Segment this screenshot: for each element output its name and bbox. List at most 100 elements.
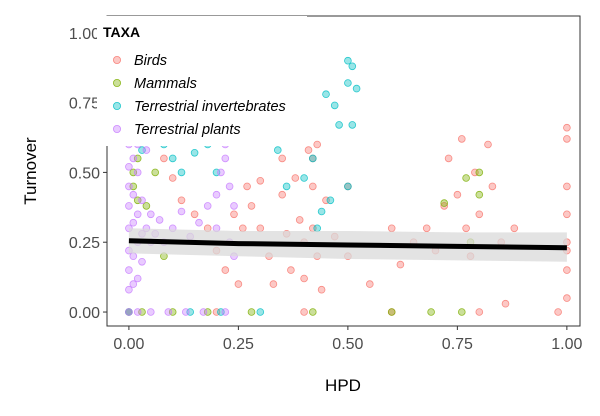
data-point [317, 285, 326, 294]
data-point [177, 196, 186, 205]
data-point [212, 190, 221, 199]
data-point [203, 308, 212, 316]
trend-line [128, 238, 567, 251]
data-point [344, 79, 352, 87]
legend-background [97, 16, 307, 146]
legend-entries: Birds Mammals Terrestrial invertebrates Ter… [113, 53, 286, 138]
legend-label: Mammals [134, 76, 197, 92]
legend-key [113, 56, 122, 65]
x-axis: 0.00 0.25 0.50 0.75 1.00 [113, 326, 583, 353]
data-point [138, 196, 146, 205]
legend-label: Birds [134, 53, 167, 69]
data-point [475, 190, 484, 199]
data-point [295, 216, 304, 224]
data-point [125, 163, 133, 171]
data-point [563, 135, 571, 143]
data-point [322, 90, 330, 98]
x-tick-label: 0.50 [332, 336, 363, 353]
data-point [168, 174, 177, 182]
data-point [230, 202, 238, 210]
data-point [129, 218, 138, 227]
y-tick-label: 0.00 [69, 305, 100, 322]
data-point [125, 285, 133, 294]
data-point [230, 210, 238, 219]
data-point [142, 146, 151, 154]
data-point [190, 210, 199, 219]
data-point [313, 224, 322, 233]
data-point [221, 154, 230, 163]
data-point [247, 202, 256, 210]
data-point [129, 154, 138, 163]
data-point [453, 190, 462, 199]
data-point [155, 216, 164, 224]
data-point [475, 168, 484, 177]
y-axis: 0.00 0.25 0.50 0.75 1.00 [69, 26, 107, 322]
data-point [335, 121, 343, 129]
data-point [256, 224, 265, 233]
data-point [125, 266, 133, 274]
data-point [142, 202, 151, 210]
data-point [273, 146, 282, 154]
legend-label: Terrestrial invertebrates [134, 99, 286, 115]
data-point [133, 308, 142, 316]
data-point [308, 308, 317, 316]
data-point [300, 308, 308, 316]
x-tick-label: 1.00 [551, 336, 582, 353]
data-point [422, 224, 431, 233]
data-point [308, 182, 317, 191]
data-point [217, 168, 225, 177]
data-point [138, 257, 146, 266]
x-tick-label: 0.00 [113, 336, 144, 353]
data-point [554, 308, 562, 316]
legend-key [113, 102, 122, 111]
data-point [387, 224, 396, 233]
x-tick-label: 0.75 [442, 336, 473, 353]
y-tick-label: 0.75 [69, 96, 100, 113]
data-point [133, 196, 142, 205]
trend-line-layer [128, 238, 567, 251]
y-axis-title: Turnover [21, 137, 40, 205]
data-point [129, 190, 138, 199]
data-point [182, 308, 190, 316]
data-point [440, 202, 449, 210]
data-point [151, 168, 160, 177]
data-point [387, 308, 396, 316]
data-point [475, 210, 484, 219]
data-point [457, 308, 466, 316]
data-point [510, 224, 519, 233]
data-point [484, 140, 492, 149]
data-point [243, 182, 251, 191]
data-point [147, 308, 155, 316]
data-point [269, 280, 278, 288]
data-point [440, 199, 449, 207]
data-point [190, 149, 199, 157]
data-point [348, 62, 357, 71]
data-point [147, 210, 155, 219]
data-point [287, 266, 295, 274]
data-point [444, 154, 453, 163]
data-point [563, 294, 571, 302]
data-point [199, 308, 208, 316]
data-point [225, 182, 234, 191]
data-point [330, 101, 339, 110]
data-point [160, 154, 168, 163]
data-point [129, 252, 138, 261]
data-point [278, 154, 287, 163]
data-point [256, 177, 265, 185]
data-point [475, 308, 484, 316]
data-point [177, 168, 186, 177]
data-point [125, 202, 133, 210]
data-point [563, 210, 571, 219]
data-point [462, 174, 470, 182]
data-point [234, 280, 243, 288]
data-point [488, 182, 497, 191]
series-terrestrial-plants [125, 135, 238, 316]
y-tick-label: 1.00 [69, 26, 100, 43]
data-point [563, 266, 571, 274]
data-point [247, 308, 256, 316]
data-point [308, 154, 317, 163]
y-tick-label: 0.50 [69, 165, 100, 182]
data-point [300, 274, 308, 283]
data-point [164, 308, 173, 316]
plot-panel-border [106, 15, 581, 327]
